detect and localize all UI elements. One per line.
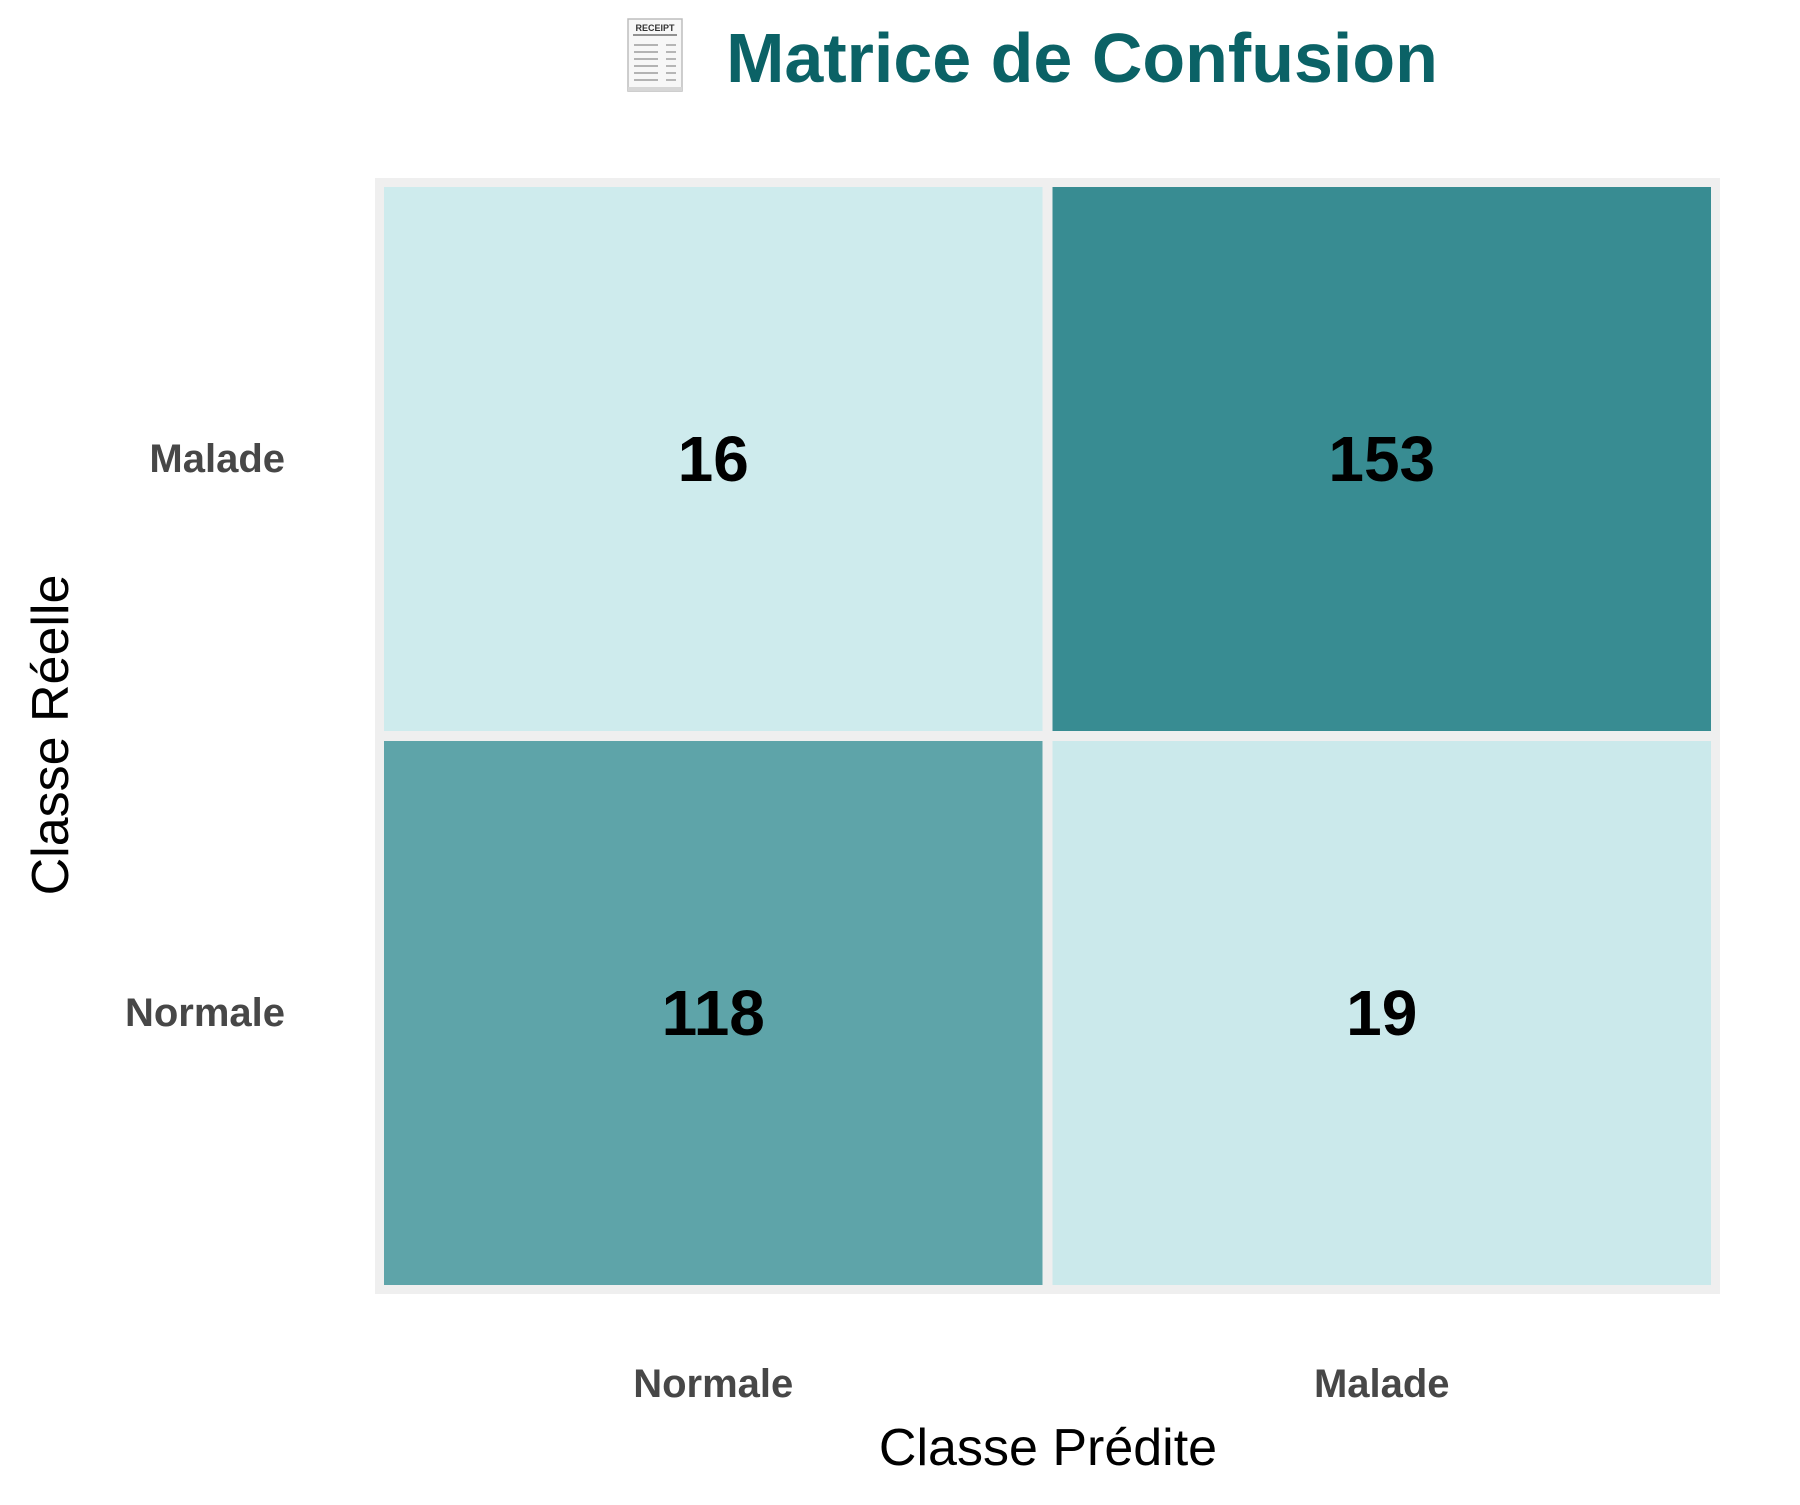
cell-value-label: 19 (1346, 977, 1417, 1049)
receipt-icon: RECEIPT (627, 18, 683, 92)
svg-text:RECEIPT: RECEIPT (635, 23, 675, 33)
cell-value-label: 118 (662, 977, 765, 1049)
matrix-cells (384, 187, 1711, 1285)
x-tick-label: Malade (1314, 1362, 1450, 1406)
y-axis-ticks: Normale Malade (125, 437, 285, 1035)
matrix-cell-normale-normale (384, 741, 1043, 1285)
chart-title: Matrice de Confusion (726, 19, 1438, 97)
matrix-cell-labels: 118 19 16 153 (662, 423, 1436, 1049)
x-axis-label: Classe Prédite (879, 1419, 1217, 1477)
cell-value-label: 153 (1328, 423, 1435, 495)
matrix-cell-malade-normale (384, 187, 1043, 731)
y-axis-label: Classe Réelle (22, 575, 80, 896)
matrix-cell-malade-malade (1052, 187, 1711, 731)
chart-title-group: RECEIPT Matrice de Confusion (627, 18, 1438, 97)
y-tick-label: Normale (125, 991, 285, 1035)
y-tick-label: Malade (149, 437, 285, 481)
matrix-cell-normale-malade (1052, 741, 1711, 1285)
x-tick-label: Normale (633, 1362, 793, 1406)
x-axis-ticks: Normale Malade (633, 1362, 1449, 1406)
cell-value-label: 16 (678, 423, 749, 495)
